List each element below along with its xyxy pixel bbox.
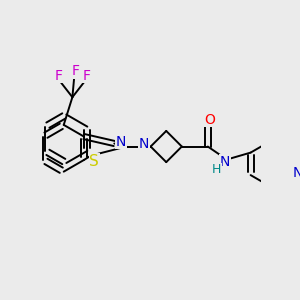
Text: N: N [139,137,149,151]
Text: S: S [89,154,99,169]
Text: F: F [55,68,62,83]
Text: H: H [212,164,221,176]
Text: N: N [293,167,300,180]
Text: N: N [116,135,126,149]
Text: F: F [82,68,90,83]
Text: F: F [72,64,80,78]
Text: N: N [220,155,230,169]
Text: O: O [204,113,215,127]
